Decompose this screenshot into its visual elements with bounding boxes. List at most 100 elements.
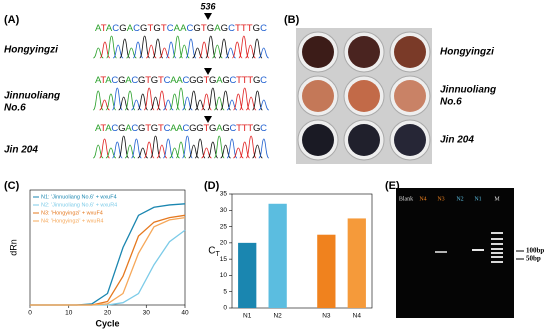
chromatogram-peak [165,41,177,59]
x-tick-label: 10 [65,310,73,317]
bar [347,218,366,308]
y-tick-label: 15 [220,256,228,263]
variety-name: No.6 [440,97,462,108]
chromatogram-peak [131,138,142,159]
bar [317,234,336,308]
panel-label: (A) [4,14,20,26]
chromatogram-peak [172,35,184,59]
chromatogram-peak [118,135,130,159]
panel-label: (C) [4,180,20,192]
x-tick-label: N4 [353,313,362,320]
ladder-band [491,261,503,263]
chromatogram-peak [99,138,110,159]
x-tick-label: 30 [143,310,151,317]
chromatogram-peak [194,138,206,159]
y-axis-label: CT [208,246,220,258]
chromatogram-peak [258,47,269,59]
legend-label: N3: 'Hongyingzi' + wxuF4 [41,210,103,216]
y-tick-label: 5 [223,288,227,295]
chromatogram-peak [111,87,123,111]
x-tick-label: 20 [104,310,112,317]
chromatogram-peak [185,38,197,59]
well-content [394,36,426,68]
chromatogram-peak [207,87,219,111]
x-axis-label: Cycle [95,318,119,328]
chromatogram-peak [258,138,270,159]
x-tick-label: N2 [273,313,282,320]
variety-name: Jin 204 [440,135,474,146]
marker-label: 100bp [526,247,544,255]
chromatogram-peak [181,135,193,159]
gel-band [472,249,484,251]
chromatogram-peak [251,38,263,59]
panel-label: (B) [284,14,300,26]
arrow [204,13,212,20]
x-tick-label: 0 [28,310,32,317]
chromatogram-peak [175,87,187,111]
chromatogram-peak [106,35,117,59]
well-content [348,36,380,68]
panel-label: (D) [204,180,220,192]
chromatogram-peak [226,138,238,159]
lane-label: M [494,196,500,202]
lane-label: N2 [456,196,463,202]
x-tick-label: 40 [181,310,189,317]
bar [238,242,257,308]
chromatogram-peak [132,41,144,59]
chromatogram-peak [156,90,168,111]
chromatogram-peak [239,87,251,111]
y-tick-label: 30 [220,207,228,214]
y-axis-label: dRn [8,239,18,256]
y-tick-label: 0 [223,305,227,312]
chromatogram-peak [238,35,250,59]
variety-name: No.6 [4,103,26,114]
y-tick-label: 35 [220,191,228,198]
well-content [394,124,426,156]
marker-label: 50bp [526,255,541,263]
amplification-curve [30,216,186,306]
well-content [394,80,426,112]
ladder-band [491,248,503,250]
chromatogram-peak [220,90,231,111]
bar [268,203,287,308]
legend-label: N1: 'Jinnuoliang No.6' + wxuF4 [41,194,117,200]
chromatogram-peak [213,135,225,159]
ladder-band [491,243,503,245]
gel-band [435,251,447,253]
legend-label: N4: 'Hongyingzi' + wxuR4 [41,218,103,224]
chromatogram-peak [258,99,269,111]
chromatogram-peak [218,38,230,59]
arrow [204,116,212,123]
chromatogram-peak [119,38,131,59]
sequence: ATACGACGTGTCAACGTGAGCTTTGC [95,23,267,34]
chromatogram-peak [162,138,174,159]
well-content [348,80,380,112]
variety-name: Hongyingzi [440,47,494,58]
ladder-band [491,238,503,240]
variety-name: Jin 204 [4,145,38,156]
well-content [348,124,380,156]
chromatogram-peak [92,90,104,111]
position-marker: 536 [200,1,216,11]
y-tick-label: 20 [220,240,228,247]
chromatogram-peak [124,90,136,111]
variety-name: Hongyingzi [4,45,58,56]
chromatogram-peak [99,41,111,59]
chromatogram-peak [188,90,200,111]
ladder-band [491,232,503,234]
chromatogram-peak [205,35,217,59]
well-content [302,80,334,112]
variety-name: Jinnuoliang [4,91,60,102]
variety-name: Jinnuoliang [440,85,496,96]
legend-label: N2: 'Jinnuoliang No.6' + wxuR4 [41,202,117,208]
chromatogram-peak [152,38,164,59]
sequence: ATACGACGTGTCAACGGTGAGCTTTGC [95,123,267,134]
sequence: ATACGACGTGTCAACGGTGAGCTTTGC [95,75,267,86]
y-tick-label: 25 [220,223,228,230]
plot-frame [231,193,373,309]
chromatogram-peak [252,90,263,111]
x-tick-label: N3 [322,313,331,320]
chromatogram-peak [150,135,161,159]
chromatogram-peak [93,47,104,59]
